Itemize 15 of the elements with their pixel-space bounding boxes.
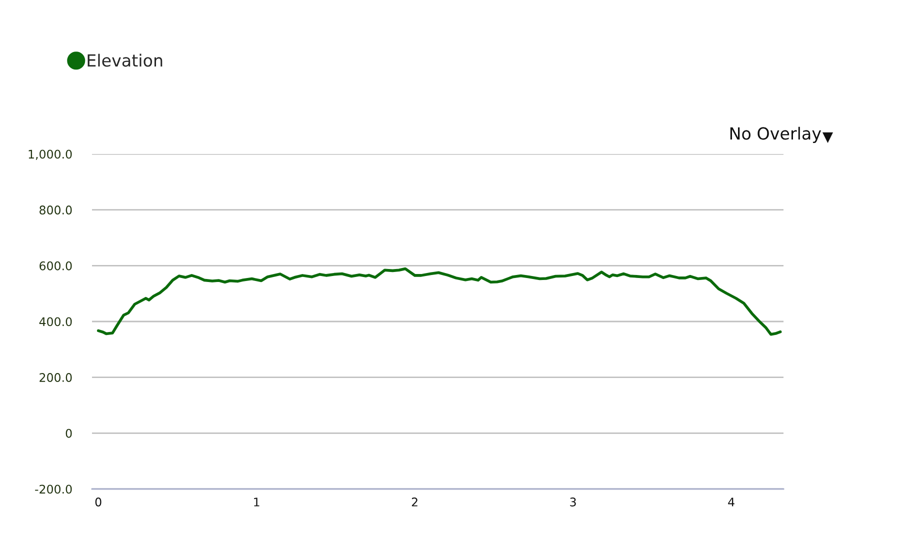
y-tick-label: -200.0 [35, 484, 72, 494]
y-tick-label: 400.0 [39, 317, 72, 326]
x-tick-label: 0 [95, 498, 102, 506]
y-tick-label: 0 [66, 428, 72, 438]
line-series [96, 267, 782, 336]
x-tick-label: 3 [570, 498, 576, 506]
x-tick-label: 4 [728, 498, 734, 506]
y-tick-label: 600.0 [40, 261, 72, 270]
y-tick-label: 800.0 [40, 206, 72, 214]
y-tick-label: 1,000.0 [28, 150, 72, 160]
legend-label: Elevation [88, 54, 162, 67]
x-tick-label: 2 [412, 498, 418, 506]
x-tick-label: 1 [254, 498, 260, 506]
text: No Overlay [730, 126, 822, 143]
y-tick-label: 200.0 [40, 373, 72, 382]
